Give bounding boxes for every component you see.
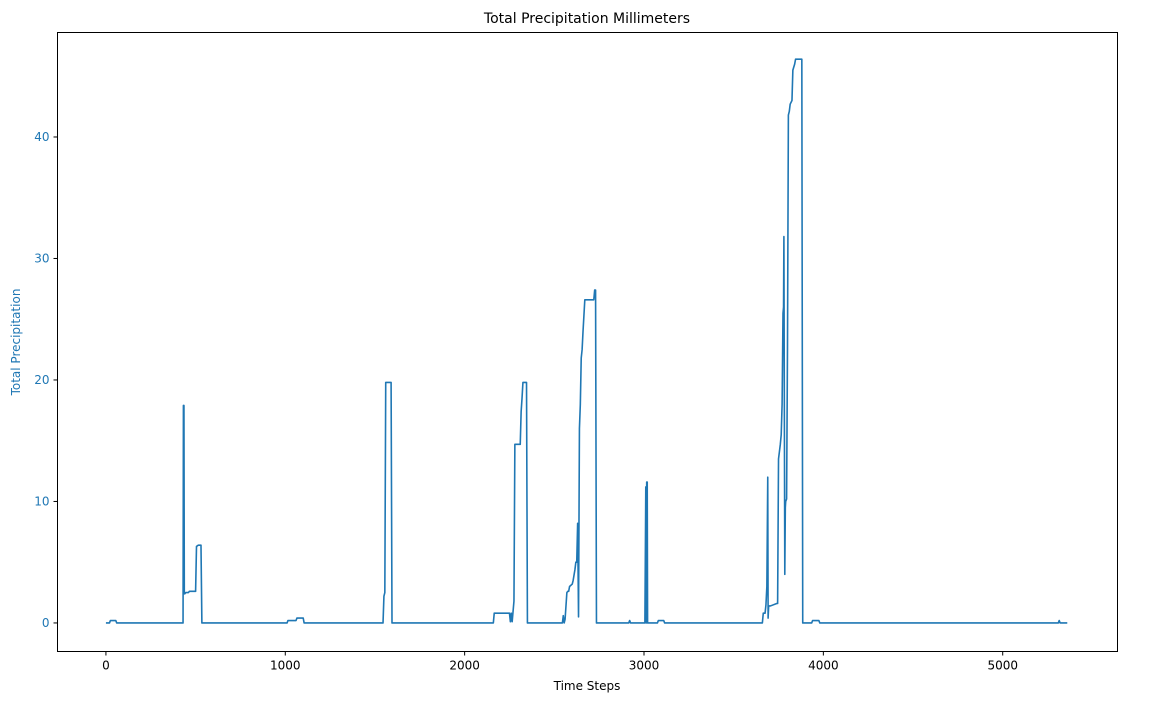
series-line-total-precipitation: [105, 58, 1068, 624]
y-tick-label: 40: [34, 130, 49, 144]
x-tick-label: 1000: [270, 659, 301, 673]
x-tick-label: 5000: [987, 659, 1018, 673]
x-axis-label: Time Steps: [553, 679, 621, 693]
x-tick-label: 0: [102, 659, 110, 673]
y-axis: 0 10 20 30 40: [34, 130, 58, 630]
y-tick-label: 10: [34, 494, 49, 508]
y-tick-label: 30: [34, 251, 49, 265]
x-tick-label: 2000: [449, 659, 480, 673]
y-tick-label: 0: [42, 616, 50, 630]
x-axis: 0 1000 2000 3000 4000 5000: [102, 651, 1018, 673]
plot-area: [57, 32, 1118, 652]
y-tick-label: 20: [34, 373, 49, 387]
plot-frame: [57, 32, 1118, 652]
x-tick-label: 4000: [808, 659, 839, 673]
x-tick-label: 3000: [629, 659, 660, 673]
y-axis-label: Total Precipitation: [9, 289, 23, 397]
chart-title: Total Precipitation Millimeters: [483, 11, 690, 27]
